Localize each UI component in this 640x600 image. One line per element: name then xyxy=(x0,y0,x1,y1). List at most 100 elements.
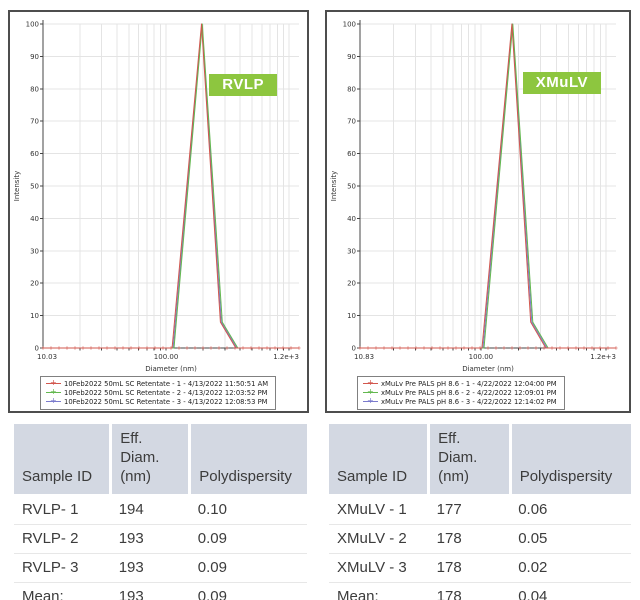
cell-eff-diam: 177 xyxy=(428,494,511,526)
col-header-eff-diam: Eff. Diam. (nm) xyxy=(109,424,190,496)
cell-sample-id: XMuLV - 3 xyxy=(329,553,429,584)
svg-text:30: 30 xyxy=(30,247,39,255)
legend-label: 10Feb2022 50mL SC Retentate - 2 - 4/13/2… xyxy=(64,388,268,397)
svg-text:70: 70 xyxy=(30,118,39,126)
cell-polydispersity: 0.02 xyxy=(510,553,631,584)
svg-text:80: 80 xyxy=(30,85,39,93)
svg-text:50: 50 xyxy=(347,183,356,191)
svg-text:80: 80 xyxy=(347,85,356,93)
cell-sample-id: RVLP- 3 xyxy=(14,553,111,584)
svg-text:Diameter (nm): Diameter (nm) xyxy=(462,365,514,373)
cell-eff-diam: 193 xyxy=(110,582,190,600)
cell-sample-id: XMuLV - 2 xyxy=(329,524,429,555)
legend-line-swatch xyxy=(46,396,61,405)
intensity-distribution-chart-rvlp: 0 10 20 30 40 50 60 70 80 90 100 10.03 100.00 1.2e+3 D… xyxy=(11,14,307,376)
legend-item: 10Feb2022 50mL SC Retentate - 2 - 4/13/2… xyxy=(46,387,268,397)
svg-text:10.83: 10.83 xyxy=(354,353,374,361)
svg-text:0: 0 xyxy=(352,345,356,353)
cell-eff-diam: 178 xyxy=(428,524,511,555)
cell-polydispersity: 0.04 xyxy=(510,582,631,600)
chart-panel-xmulv: 0 10 20 30 40 50 60 70 80 90 100 10.83 100.00 1.2e+3 D… xyxy=(325,10,631,413)
chart-legend-rvlp: 10Feb2022 50mL SC Retentate - 1 - 4/13/2… xyxy=(40,376,277,410)
svg-text:100.00: 100.00 xyxy=(469,353,494,361)
table-row: XMuLV - 1 177 0.06 xyxy=(329,494,631,526)
legend-label: 10Feb2022 50mL SC Retentate - 3 - 4/13/2… xyxy=(64,397,268,406)
legend-label: 10Feb2022 50mL SC Retentate - 1 - 4/13/2… xyxy=(64,379,269,388)
svg-text:60: 60 xyxy=(347,150,356,158)
sample-badge-rvlp: RVLP xyxy=(209,74,277,96)
cell-polydispersity: 0.09 xyxy=(189,553,307,584)
legend-item: xMuLv Pre PALS pH 8.6 - 1 - 4/22/2022 12… xyxy=(363,378,557,388)
legend-item: 10Feb2022 50mL SC Retentate - 3 - 4/13/2… xyxy=(46,396,268,406)
svg-text:70: 70 xyxy=(347,118,356,126)
table-header-row: Sample ID Eff. Diam. (nm) Polydispersity xyxy=(329,424,631,496)
cell-polydispersity: 0.10 xyxy=(189,494,307,526)
table-header-row: Sample ID Eff. Diam. (nm) Polydispersity xyxy=(14,424,307,496)
legend-line-swatch xyxy=(363,387,378,396)
legend-item: xMuLv Pre PALS pH 8.6 - 2 - 4/22/2022 12… xyxy=(363,387,557,397)
cell-sample-id: Mean: xyxy=(14,582,111,600)
cell-sample-id: Mean: xyxy=(329,582,429,600)
xmulv-results-table: Sample ID Eff. Diam. (nm) Polydispersity… xyxy=(329,424,631,600)
svg-text:100: 100 xyxy=(343,21,356,29)
svg-text:20: 20 xyxy=(30,280,39,288)
cell-polydispersity: 0.05 xyxy=(510,524,631,555)
svg-text:10: 10 xyxy=(30,312,39,320)
svg-text:40: 40 xyxy=(30,215,39,223)
col-header-sample-id: Sample ID xyxy=(329,424,429,496)
svg-text:90: 90 xyxy=(30,53,39,61)
svg-text:Diameter (nm): Diameter (nm) xyxy=(145,365,197,373)
table-row: RVLP- 2 193 0.09 xyxy=(14,524,307,555)
svg-text:40: 40 xyxy=(347,215,356,223)
col-header-polydispersity: Polydispersity xyxy=(188,424,307,496)
col-header-eff-diam: Eff. Diam. (nm) xyxy=(427,424,511,496)
svg-text:100.00: 100.00 xyxy=(154,353,179,361)
intensity-distribution-chart-xmulv: 0 10 20 30 40 50 60 70 80 90 100 10.83 100.00 1.2e+3 D… xyxy=(328,14,629,376)
cell-polydispersity: 0.06 xyxy=(510,494,631,526)
cell-eff-diam: 193 xyxy=(110,524,190,555)
svg-text:10.03: 10.03 xyxy=(37,353,57,361)
svg-text:10: 10 xyxy=(347,312,356,320)
legend-item: xMuLv Pre PALS pH 8.6 - 3 - 4/22/2022 12… xyxy=(363,396,557,406)
cell-sample-id: XMuLV - 1 xyxy=(329,494,429,526)
svg-text:Intensity: Intensity xyxy=(13,171,21,201)
cell-polydispersity: 0.09 xyxy=(189,524,307,555)
table-row: RVLP- 3 193 0.09 xyxy=(14,553,307,584)
chart-legend-xmulv: xMuLv Pre PALS pH 8.6 - 1 - 4/22/2022 12… xyxy=(357,376,565,410)
cell-eff-diam: 178 xyxy=(428,553,511,584)
col-header-polydispersity: Polydispersity xyxy=(508,424,631,496)
svg-text:50: 50 xyxy=(30,183,39,191)
cell-sample-id: RVLP- 1 xyxy=(14,494,111,526)
legend-label: xMuLv Pre PALS pH 8.6 - 1 - 4/22/2022 12… xyxy=(381,379,557,388)
svg-text:Intensity: Intensity xyxy=(330,171,338,201)
cell-eff-diam: 178 xyxy=(428,582,511,600)
legend-line-swatch xyxy=(46,378,61,387)
table-row-mean: Mean: 193 0.09 xyxy=(14,582,307,600)
cell-eff-diam: 193 xyxy=(110,553,190,584)
legend-item: 10Feb2022 50mL SC Retentate - 1 - 4/13/2… xyxy=(46,378,269,388)
svg-text:60: 60 xyxy=(30,150,39,158)
col-header-sample-id: Sample ID xyxy=(14,424,111,496)
svg-text:20: 20 xyxy=(347,280,356,288)
svg-text:1.2e+3: 1.2e+3 xyxy=(590,353,616,361)
legend-line-swatch xyxy=(363,396,378,405)
legend-line-swatch xyxy=(363,378,378,387)
legend-label: xMuLv Pre PALS pH 8.6 - 2 - 4/22/2022 12… xyxy=(381,388,557,397)
svg-text:1.2e+3: 1.2e+3 xyxy=(273,353,299,361)
legend-label: xMuLv Pre PALS pH 8.6 - 3 - 4/22/2022 12… xyxy=(381,397,557,406)
svg-text:90: 90 xyxy=(347,53,356,61)
cell-sample-id: RVLP- 2 xyxy=(14,524,111,555)
chart-panel-rvlp: 0 10 20 30 40 50 60 70 80 90 100 10.03 100.00 1.2e+3 D… xyxy=(8,10,309,413)
table-row: RVLP- 1 194 0.10 xyxy=(14,494,307,526)
legend-line-swatch xyxy=(46,387,61,396)
svg-text:0: 0 xyxy=(35,345,39,353)
svg-text:100: 100 xyxy=(26,21,39,29)
table-row: XMuLV - 3 178 0.02 xyxy=(329,553,631,584)
sample-badge-xmulv: XMuLV xyxy=(522,72,601,94)
cell-polydispersity: 0.09 xyxy=(189,582,307,600)
cell-eff-diam: 194 xyxy=(110,494,190,526)
table-row-mean: Mean: 178 0.04 xyxy=(329,582,631,600)
table-row: XMuLV - 2 178 0.05 xyxy=(329,524,631,555)
svg-text:30: 30 xyxy=(347,247,356,255)
